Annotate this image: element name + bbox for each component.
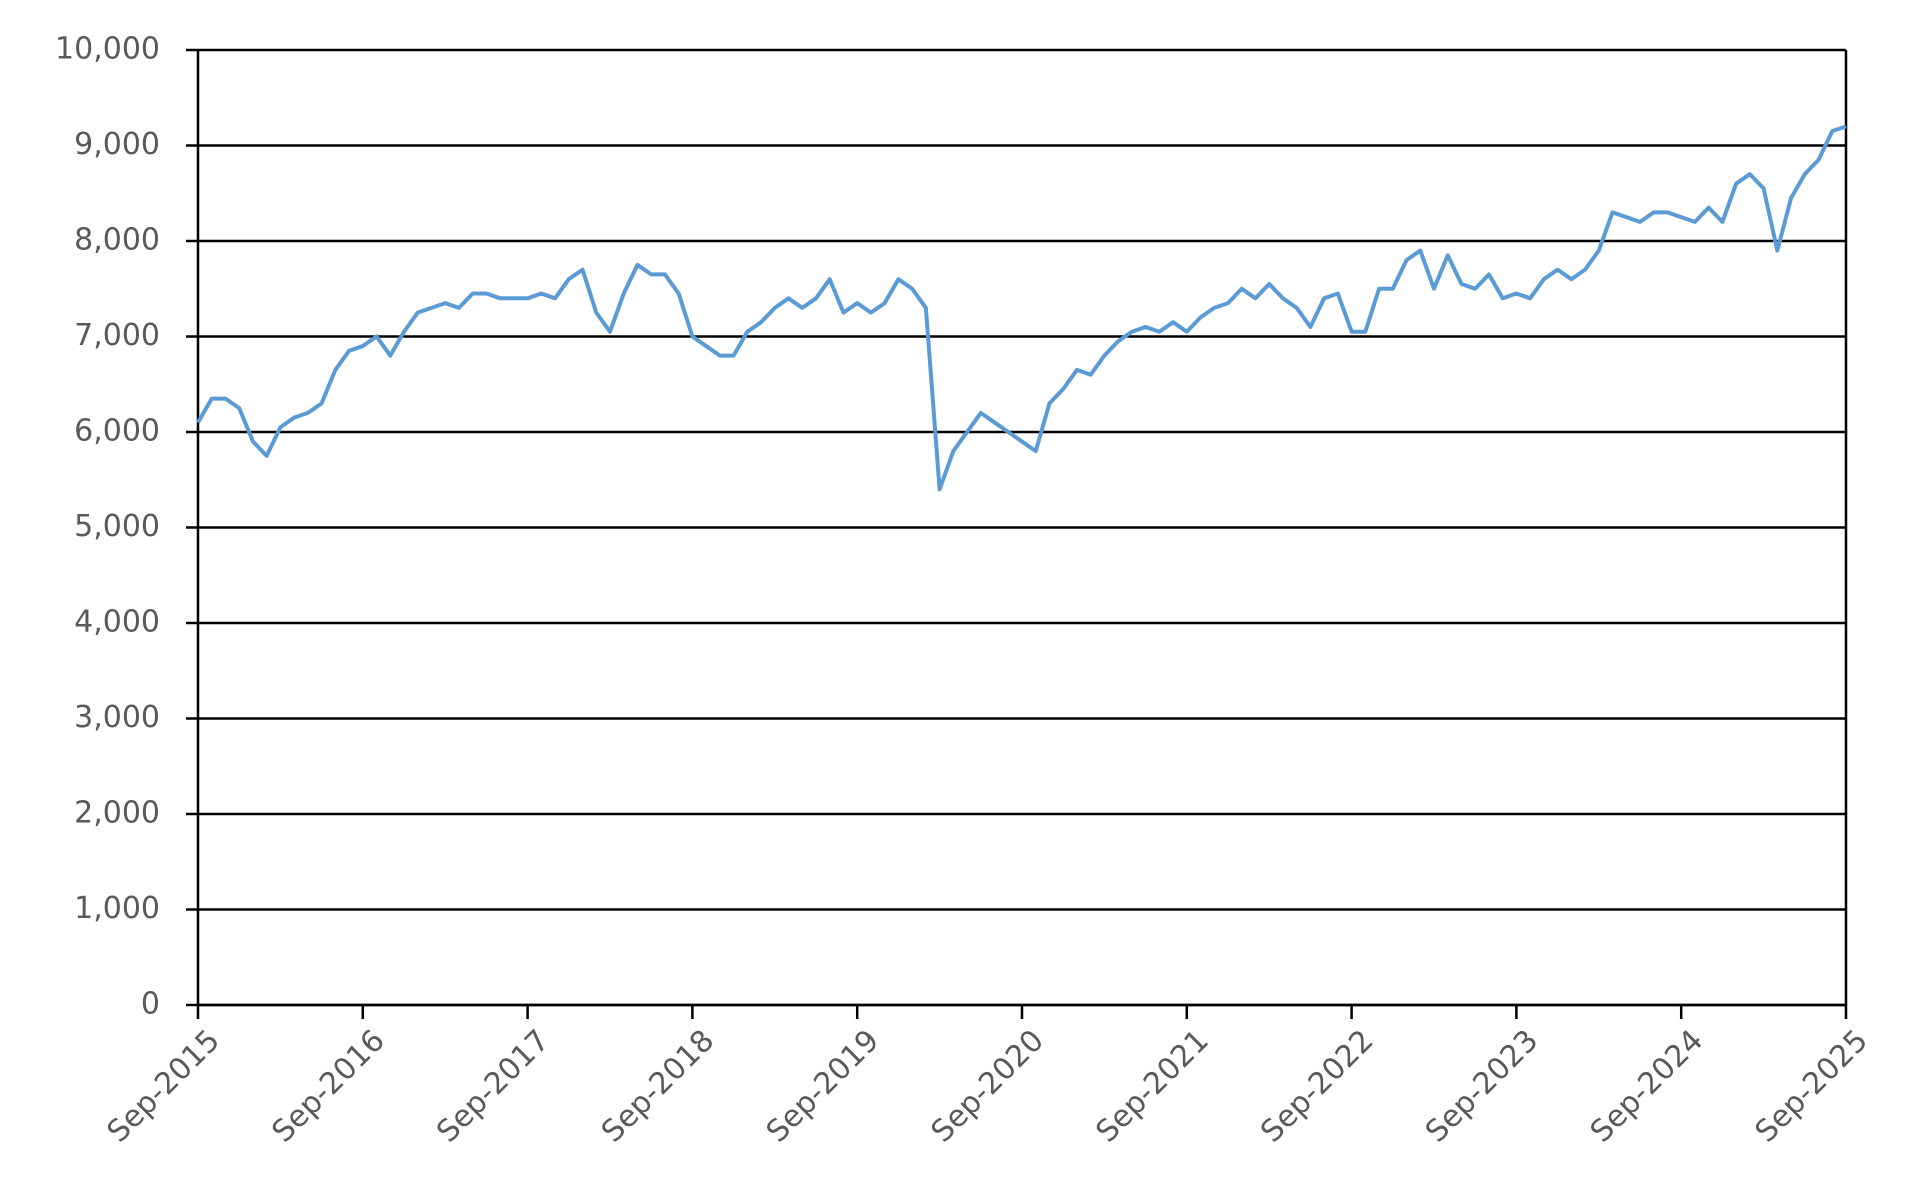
x-tick-label: Sep-2022 — [1254, 1023, 1380, 1149]
data-line — [196, 124, 1847, 492]
x-tick-label: Sep-2019 — [760, 1023, 886, 1149]
x-tick-label: Sep-2025 — [1749, 1023, 1875, 1149]
x-tick-label: Sep-2024 — [1584, 1023, 1710, 1149]
y-tick-label: 2,000 — [74, 796, 160, 831]
x-tick-label: Sep-2020 — [925, 1023, 1051, 1149]
x-tick-label: Sep-2015 — [101, 1023, 227, 1149]
x-tick-label: Sep-2021 — [1089, 1023, 1215, 1149]
x-tick-label: Sep-2016 — [265, 1023, 391, 1149]
y-tick-label: 0 — [141, 987, 160, 1022]
y-tick-label: 8,000 — [74, 223, 160, 258]
y-tick-label: 9,000 — [74, 127, 160, 162]
y-tick-label: 6,000 — [74, 414, 160, 449]
y-tick-label: 5,000 — [74, 509, 160, 544]
y-tick-label: 7,000 — [74, 318, 160, 353]
y-tick-label: 10,000 — [55, 32, 160, 67]
y-tick-label: 1,000 — [74, 891, 160, 926]
y-tick-label: 3,000 — [74, 700, 160, 735]
x-tick-label: Sep-2017 — [430, 1023, 556, 1149]
x-tick-label: Sep-2018 — [595, 1023, 721, 1149]
x-tick-label: Sep-2023 — [1419, 1023, 1545, 1149]
y-tick-label: 4,000 — [74, 605, 160, 640]
